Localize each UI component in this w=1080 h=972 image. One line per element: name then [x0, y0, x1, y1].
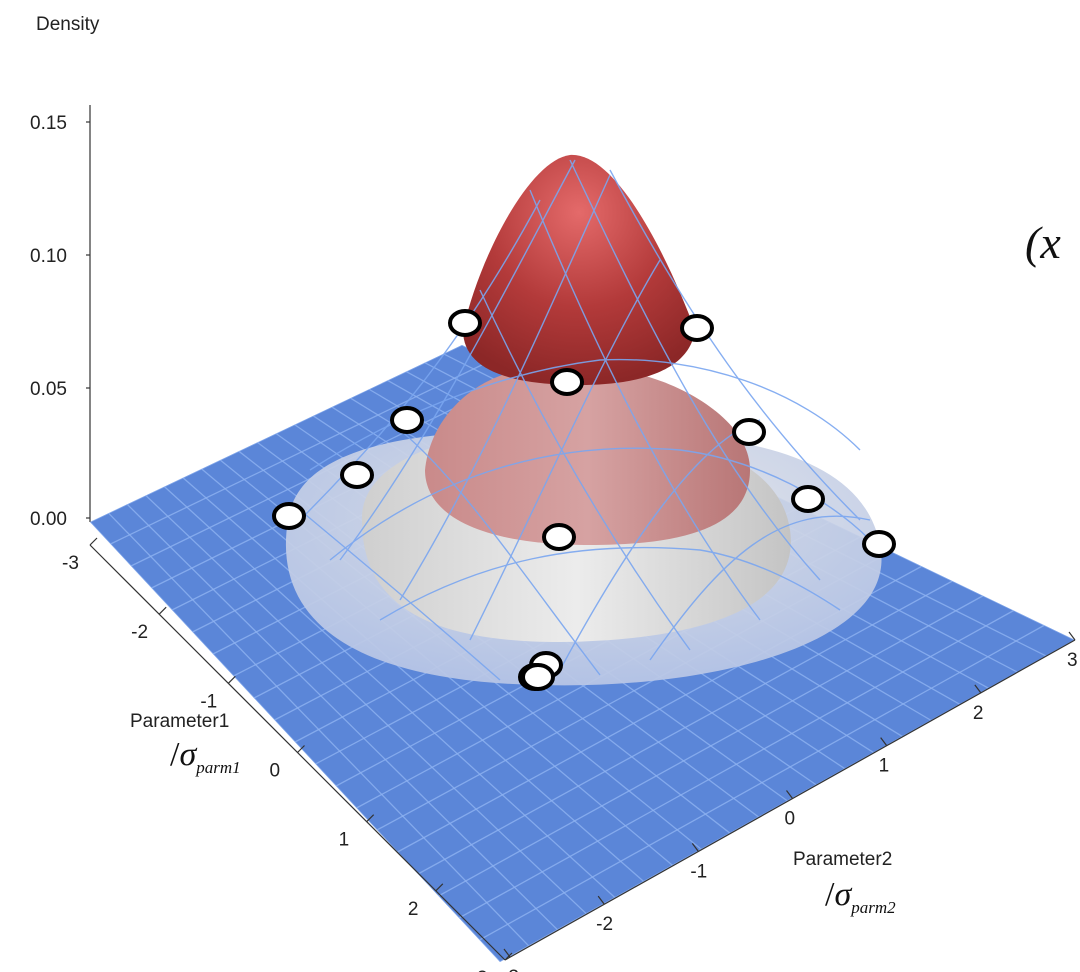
surface-mesh-line [609, 169, 861, 521]
y-axis: -3 -2 -1 0 1 2 3 Parameter2 /σparm2 [502, 631, 1078, 972]
y-axis-label-subscript: parm2 [850, 898, 896, 917]
x-tick-mark [158, 606, 167, 615]
sample-point-marker [448, 309, 482, 337]
sample-point-marker [272, 502, 306, 530]
x-axis-sigma-label: /σparm1 [170, 736, 241, 777]
z-axis: Density 0.15 0.10 0.05 0.00 [30, 14, 100, 530]
y-tick-mark [786, 790, 793, 799]
y-tick-label: 0 [785, 809, 796, 830]
x-tick-label: -2 [131, 622, 148, 643]
sample-point-marker [390, 406, 424, 434]
z-tick-label: 0.05 [30, 379, 67, 400]
sample-point-marker [791, 485, 825, 513]
sample-point-marker [542, 523, 576, 551]
y-tick-mark [1068, 631, 1076, 641]
middle-band [425, 370, 750, 545]
surface-mesh-line [379, 546, 841, 621]
surface-mesh-line [569, 159, 821, 581]
sample-point-marker [340, 461, 374, 489]
x-tick-mark [297, 745, 305, 753]
x-tick-label: 2 [408, 899, 419, 920]
surface-mesh-line [649, 515, 871, 661]
plane-grid-line [417, 580, 953, 875]
y-tick-label: -1 [690, 861, 707, 882]
z-tick-label: 0.10 [30, 246, 67, 267]
y-tick-label: 3 [1067, 650, 1078, 671]
plane-grid-line [458, 609, 1015, 919]
density-surface [285, 154, 882, 686]
sample-point-marker [680, 314, 714, 342]
x-axis-label-symbol: σ [179, 736, 197, 773]
y-tick-label: 2 [973, 703, 984, 724]
sample-point-marker [521, 663, 555, 691]
x-tick-mark [227, 675, 236, 684]
z-tick-label: 0.15 [30, 113, 67, 134]
surface-mesh-line [529, 189, 761, 621]
surface-mesh-line [399, 174, 611, 601]
surface-mesh-line [339, 159, 576, 561]
x-tick-label: 1 [339, 830, 350, 851]
z-tick-label: 0.00 [30, 509, 67, 530]
x-tick-label: 0 [270, 761, 281, 782]
peak-band [463, 154, 695, 385]
x-tick-mark [435, 883, 444, 892]
cut-formula-text: (x [1025, 217, 1061, 268]
y-axis-label-prefix: / [825, 876, 835, 913]
surface-mesh-line [299, 199, 541, 521]
y-axis-label: Parameter2 [793, 849, 892, 870]
plane-grid-line [479, 624, 1045, 941]
sample-point-marker [862, 530, 896, 558]
sample-point-marker [732, 418, 766, 446]
y-tick-label: -2 [596, 914, 613, 935]
y-tick-mark [691, 842, 699, 852]
y-axis-label-symbol: σ [834, 876, 852, 913]
y-axis-sigma-label: /σparm2 [825, 876, 896, 917]
x-axis: -3 -2 -1 0 1 2 3 Parameter1 /σparm1 [62, 537, 513, 972]
x-axis-label: Parameter1 [130, 711, 229, 732]
x-tick-mark [89, 537, 98, 546]
plane-grid-line [438, 595, 984, 897]
surface-mesh-line [479, 289, 691, 651]
surface-mesh-line [469, 259, 661, 641]
y-tick-mark [503, 948, 511, 958]
x-tick-label: -1 [200, 691, 217, 712]
y-tick-label: -3 [502, 967, 519, 972]
y-tick-mark [880, 737, 888, 747]
z-axis-label: Density [36, 14, 100, 35]
sample-point-marker [550, 368, 584, 396]
sample-markers [272, 309, 896, 691]
x-tick-label: 3 [477, 968, 488, 972]
y-tick-label: 1 [879, 756, 890, 777]
x-axis-label-prefix: / [170, 736, 180, 773]
surface-mesh-line [299, 509, 501, 681]
y-tick-mark [597, 895, 605, 905]
x-axis-label-subscript: parm1 [195, 758, 240, 777]
x-tick-mark [366, 814, 375, 823]
y-tick-mark [974, 684, 982, 694]
surface-mesh-line [399, 429, 601, 676]
y-axis-line [504, 639, 1076, 961]
x-tick-label: -3 [62, 553, 79, 574]
